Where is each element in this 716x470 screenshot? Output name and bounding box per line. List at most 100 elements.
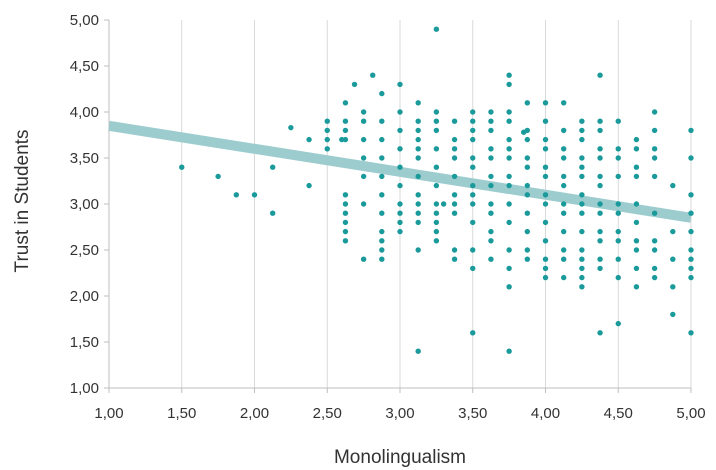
y-tick-label: 2,50 (70, 242, 99, 259)
scatter-point (579, 201, 585, 207)
scatter-point (524, 210, 531, 216)
scatter-point (633, 173, 640, 180)
scatter-point (339, 136, 345, 143)
scatter-point (342, 127, 349, 134)
scatter-point (397, 81, 403, 88)
y-tick-labels: 1,00 1,50 2,00 2,50 3,00 3,50 4,00 4,50 5,00 (70, 12, 99, 397)
scatter-point (579, 192, 585, 198)
scatter-point (579, 118, 585, 124)
scatter-point (342, 228, 349, 235)
scatter-point (579, 274, 585, 281)
scatter-point (688, 265, 694, 272)
scatter-point (506, 173, 512, 180)
scatter-point (397, 109, 403, 115)
scatter-point (542, 274, 549, 281)
scatter-point (506, 284, 512, 290)
scatter-point (451, 210, 458, 216)
scatter-point (415, 219, 421, 226)
scatter-point (415, 201, 421, 207)
scatter-point (506, 72, 512, 78)
scatter-point (433, 26, 440, 32)
scatter-point (542, 256, 549, 262)
scatter-point (379, 238, 385, 244)
scatter-point (579, 256, 585, 262)
scatter-point (615, 274, 621, 281)
scatter-point (524, 164, 531, 170)
scatter-point (560, 210, 567, 216)
scatter-point (670, 256, 676, 262)
scatter-point (579, 164, 585, 170)
scatter-point (542, 219, 549, 226)
scatter-point (615, 201, 621, 207)
x-tick-label: 2,50 (313, 405, 342, 422)
scatter-point (397, 146, 403, 152)
scatter-point (633, 265, 640, 272)
scatter-point (524, 182, 531, 189)
scatter-point (324, 136, 330, 143)
scatter-point (488, 155, 494, 161)
scatter-point (306, 136, 312, 143)
y-tick-label: 4,50 (70, 58, 99, 75)
scatter-point (415, 118, 421, 124)
scatter-point (651, 109, 658, 115)
scatter-point (579, 265, 585, 272)
scatter-point (415, 247, 421, 253)
scatter-point (488, 201, 494, 207)
scatter-point (233, 192, 240, 198)
y-tick-label: 4,00 (70, 104, 99, 121)
scatter-point (506, 182, 512, 189)
scatter-point (506, 348, 512, 354)
scatter-point (470, 219, 476, 226)
scatter-point (451, 192, 458, 198)
scatter-point (488, 118, 494, 124)
scatter-point (524, 247, 531, 253)
scatter-point (397, 228, 403, 235)
scatter-point (324, 146, 330, 152)
scatter-point (560, 247, 567, 253)
scatter-point (506, 81, 512, 88)
scatter-point (506, 136, 512, 143)
scatter-point (470, 265, 476, 272)
scatter-point (433, 210, 440, 216)
scatter-point (324, 127, 330, 134)
scatter-point (342, 219, 349, 226)
scatter-point (615, 210, 621, 216)
scatter-point (633, 238, 640, 244)
scatter-point (670, 311, 676, 318)
trendline-layer (108, 120, 692, 223)
scatter-point (506, 265, 512, 272)
scatter-point (342, 118, 349, 124)
scatter-point (433, 228, 440, 235)
x-tick-label: 4,50 (604, 405, 633, 422)
scatter-point (269, 210, 276, 216)
scatter-point (470, 330, 476, 336)
scatter-point (651, 155, 658, 161)
scatter-point (433, 238, 440, 244)
scatter-point (179, 164, 185, 170)
scatter-point (560, 201, 567, 207)
scatter-point (597, 127, 603, 134)
scatter-point (579, 247, 585, 253)
scatter-point (542, 201, 549, 207)
scatter-point (688, 192, 694, 198)
scatter-point (542, 173, 549, 180)
scatter-point (470, 136, 476, 143)
scatter-point (542, 118, 549, 124)
scatter-point (397, 219, 403, 226)
y-tick-label: 3,50 (70, 150, 99, 167)
scatter-point (560, 127, 567, 134)
y-tick-label: 1,00 (70, 380, 99, 397)
scatter-point (433, 109, 440, 115)
scatter-point (488, 109, 494, 115)
scatter-point (579, 127, 585, 134)
scatter-point (579, 136, 585, 143)
scatter-point (415, 173, 421, 180)
scatter-point (360, 256, 367, 262)
scatter-point (615, 228, 621, 235)
scatter-point (579, 210, 585, 216)
scatter-point (488, 210, 494, 216)
scatter-point (651, 146, 658, 152)
scatter-point (524, 192, 531, 198)
scatter-point (633, 284, 640, 290)
scatter-point (269, 164, 276, 170)
